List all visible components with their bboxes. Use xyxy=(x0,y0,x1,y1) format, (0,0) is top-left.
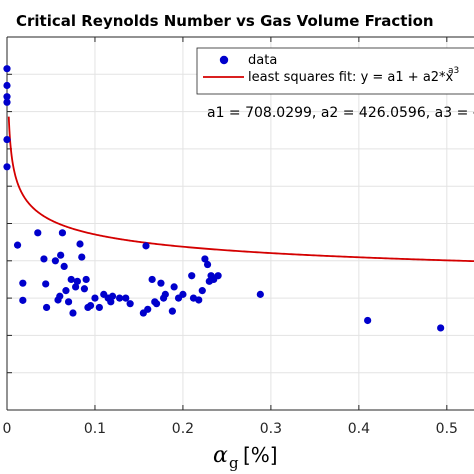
x-tick-label: 0 xyxy=(3,421,12,437)
data-point xyxy=(126,300,134,308)
data-point xyxy=(19,279,27,287)
data-point xyxy=(201,255,209,263)
data-point xyxy=(198,287,206,295)
data-point xyxy=(142,242,150,250)
data-point xyxy=(122,294,130,302)
data-point xyxy=(3,93,11,101)
legend-label-fit: least squares fit: y = a1 + a2*x xyxy=(248,70,454,85)
data-point xyxy=(72,283,80,291)
data-point xyxy=(107,298,115,306)
data-point xyxy=(73,277,81,285)
legend-label-data: data xyxy=(248,53,277,68)
data-point xyxy=(195,296,203,304)
x-tick-label: 0.5 xyxy=(436,421,458,437)
data-point xyxy=(60,262,68,270)
x-axis-label-symbol: α xyxy=(213,443,228,468)
data-point xyxy=(58,229,67,237)
data-point xyxy=(78,253,86,261)
x-tick-label: 0.4 xyxy=(348,421,370,437)
data-point xyxy=(80,285,89,293)
data-point xyxy=(76,240,84,248)
data-point xyxy=(144,305,152,313)
data-point xyxy=(3,98,11,106)
legend-label-fit-superscript: a3 xyxy=(448,66,459,76)
data-point xyxy=(3,163,11,171)
data-point xyxy=(56,292,64,300)
legend-box xyxy=(196,47,474,95)
data-point xyxy=(161,290,169,298)
x-tick-label: 0.1 xyxy=(84,421,106,437)
data-point xyxy=(42,303,51,312)
data-point xyxy=(64,298,73,306)
data-point xyxy=(364,316,372,325)
data-point xyxy=(256,290,264,298)
x-tick-label: 0.2 xyxy=(172,421,194,437)
data-point xyxy=(170,283,178,291)
data-point xyxy=(148,275,156,284)
data-point xyxy=(3,65,11,73)
data-point xyxy=(34,229,42,237)
data-point xyxy=(115,294,124,302)
chart-title: Critical Reynolds Number vs Gas Volume F… xyxy=(16,12,434,30)
data-point xyxy=(95,303,103,312)
data-point xyxy=(57,251,65,259)
data-point xyxy=(168,307,176,315)
data-point xyxy=(157,279,165,287)
data-point xyxy=(13,241,22,249)
data-point xyxy=(86,301,95,310)
data-point xyxy=(3,135,11,144)
legend: data least squares fit: y = a1 + a2*xa3 xyxy=(196,47,474,95)
fit-curve xyxy=(7,116,474,263)
data-point xyxy=(40,255,48,263)
x-axis-label-subscript: g xyxy=(229,454,239,472)
data-point xyxy=(82,275,90,284)
data-point xyxy=(203,260,212,269)
data-point xyxy=(62,287,70,295)
data-point xyxy=(51,257,59,265)
data-point xyxy=(69,309,77,317)
data-points xyxy=(3,65,445,332)
grid xyxy=(6,37,474,410)
fit-annotation: a1 = 708.0299, a2 = 426.0596, a3 = -0.21… xyxy=(207,105,474,121)
data-point xyxy=(91,294,99,302)
data-point xyxy=(152,300,161,308)
data-point xyxy=(108,292,117,300)
data-point xyxy=(188,272,196,280)
data-point xyxy=(214,272,222,280)
fit-line-layer xyxy=(7,116,474,263)
data-point xyxy=(19,296,27,304)
x-tick-label: 0.3 xyxy=(260,421,282,437)
x-axis-label: α g [%] xyxy=(213,443,278,472)
data-point xyxy=(3,81,11,90)
data-point xyxy=(437,324,445,332)
data-point xyxy=(42,280,50,288)
x-axis-label-unit: [%] xyxy=(243,443,278,467)
legend-marker-data xyxy=(219,55,229,65)
data-point xyxy=(67,275,75,284)
data-point xyxy=(179,290,187,298)
